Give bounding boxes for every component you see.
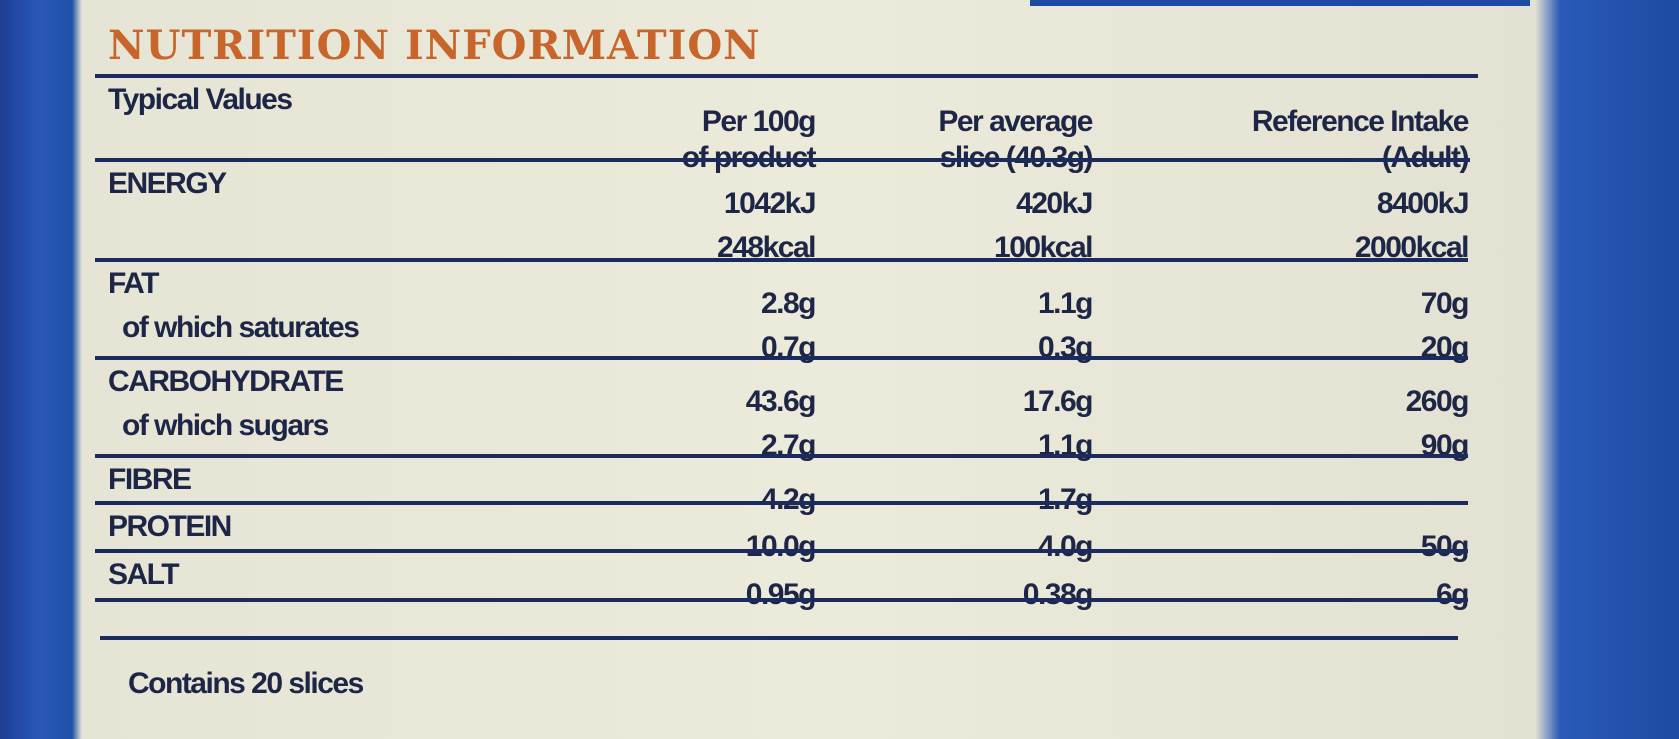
value: 0.95g [745, 578, 817, 611]
title: NUTRITION INFORMATION [108, 22, 761, 69]
rule [95, 74, 1478, 78]
rule [95, 454, 1468, 458]
header-cell: Typical Values [108, 83, 293, 116]
value: 90g [1420, 429, 1470, 462]
row-label: FAT [108, 267, 159, 300]
value: 248kcal [717, 231, 816, 264]
row-label: FIBRE [108, 463, 192, 496]
value: 0.7g [760, 331, 817, 364]
value: 260g [1405, 385, 1470, 418]
value: 0.3g [1037, 331, 1094, 364]
rule [95, 549, 1468, 553]
rule [95, 356, 1468, 360]
value: 2000kcal [1354, 231, 1470, 264]
value: 1.1g [1037, 287, 1094, 320]
value: 100kcal [994, 231, 1093, 264]
value: 1.7g [1037, 483, 1094, 516]
rule [95, 258, 1468, 262]
row-label: ENERGY [108, 167, 227, 200]
value: 4.0g [1037, 530, 1094, 563]
value: 8400kJ [1376, 187, 1470, 220]
value: 6g [1435, 578, 1470, 611]
header-cell: slice (40.3g) [940, 136, 1094, 180]
sub-label: of which saturates [122, 311, 360, 344]
header-cell: (Adult) [1382, 136, 1470, 180]
value: 0.38g [1022, 578, 1094, 611]
row-label: CARBOHYDRATE [108, 365, 344, 398]
header-cell: Per average [938, 105, 1093, 138]
value: 2.8g [760, 287, 817, 320]
rule [100, 636, 1458, 640]
top-bar [1030, 0, 1530, 6]
value: 420kJ [1016, 187, 1093, 220]
value: 2.7g [760, 429, 817, 462]
row-label: PROTEIN [108, 510, 232, 543]
rule [95, 158, 1470, 162]
sub-label: of which sugars [122, 409, 329, 442]
header-cell: Per 100g [701, 105, 817, 138]
rule [95, 598, 1468, 602]
value: 17.6g [1022, 385, 1094, 418]
value: 20g [1420, 331, 1470, 364]
value: 1042kJ [723, 187, 817, 220]
footer: Contains 20 slices [128, 667, 364, 700]
row-label: SALT [108, 558, 180, 591]
value: 70g [1420, 287, 1470, 320]
header-cell: of product [682, 136, 817, 180]
header-cell: Reference Intake [1251, 105, 1470, 138]
value: 10.0g [745, 530, 817, 563]
value: 1.1g [1037, 429, 1094, 462]
value: 43.6g [745, 385, 817, 418]
rule [95, 501, 1468, 505]
value: 50g [1420, 530, 1470, 563]
value: 4.2g [760, 483, 817, 516]
